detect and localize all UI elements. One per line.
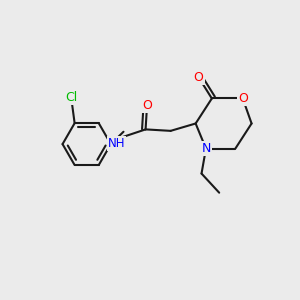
Text: NH: NH (108, 137, 125, 150)
Text: N: N (201, 142, 211, 155)
Text: Cl: Cl (66, 91, 78, 104)
Text: O: O (238, 92, 248, 105)
Text: O: O (142, 99, 152, 112)
Text: O: O (194, 71, 203, 84)
